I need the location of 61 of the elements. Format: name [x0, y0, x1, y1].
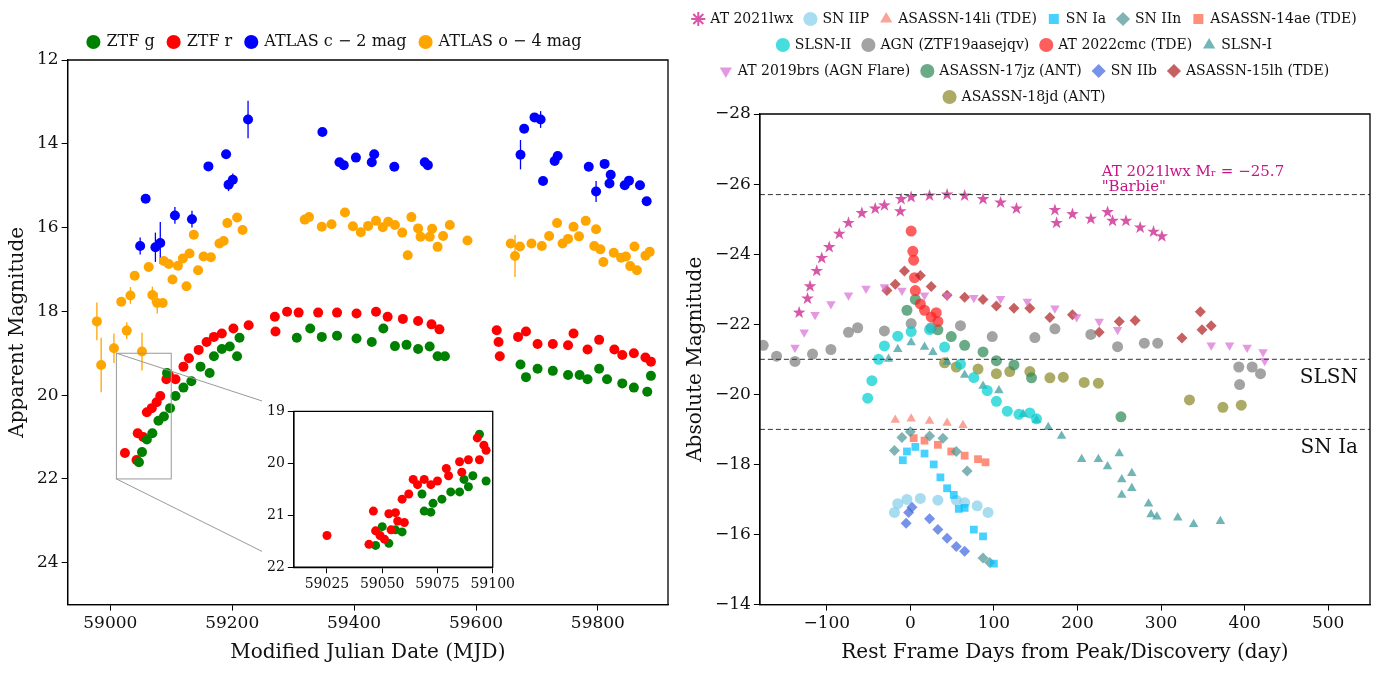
x-tick-label: 59075 [415, 575, 460, 592]
x-tick-label: 59800 [570, 612, 625, 633]
y-tick-label: −16 [714, 522, 751, 543]
legend-label: ASASSN-17jz (ANT) [938, 61, 1082, 78]
y-tick-label: 20 [36, 383, 59, 404]
x-tick-label: 59200 [205, 612, 260, 633]
x-axis-title: Rest Frame Days from Peak/Discovery (day) [841, 639, 1289, 664]
legend-label: ZTF r [186, 31, 233, 51]
legend-label: ATLAS o − 4 mag [437, 31, 582, 51]
y-tick-label: 24 [36, 551, 59, 572]
annotation: AT 2021lwx Mᵣ = −25.7 "Barbie" [1100, 161, 1285, 195]
x-tick-label: 59000 [83, 612, 138, 633]
legend-label: ASASSN-14li (TDE) [897, 9, 1037, 26]
legend-label: SLSN-II [794, 35, 852, 52]
legend-label: SN Ia [1065, 9, 1107, 26]
y-axis-title: Absolute Magnitude [682, 256, 707, 463]
x-tick-label: 59050 [359, 575, 405, 592]
x-tick-label: −100 [803, 612, 851, 633]
y-tick-label: −22 [714, 312, 751, 333]
y-tick-label: 16 [36, 215, 59, 236]
ref-line-label: SN Ia [1300, 433, 1359, 458]
x-tick-label: 59025 [304, 575, 350, 592]
legend-label: ZTF g [106, 31, 155, 51]
x-tick-label: 400 [1228, 612, 1261, 633]
legend-label: AT 2019brs (AGN Flare) [736, 61, 911, 78]
x-tick-label: 59100 [470, 575, 516, 592]
legend-label: AT 2021lwx [709, 9, 794, 26]
legend-label: AGN (ZTF19aasejqv) [879, 35, 1030, 52]
y-tick-label: 19 [266, 402, 285, 419]
y-tick-label: −26 [714, 172, 751, 193]
y-tick-label: 20 [266, 453, 285, 470]
y-tick-label: 21 [266, 505, 285, 522]
legend-label: AT 2022cmc (TDE) [1057, 35, 1193, 52]
legend-label: ATLAS c − 2 mag [263, 31, 407, 51]
y-tick-label: 12 [36, 48, 59, 69]
legend-label: SN IIb [1110, 61, 1158, 78]
y-tick-label: −18 [714, 452, 751, 473]
legend-label: SN IIn [1135, 9, 1182, 26]
y-tick-label: 22 [266, 557, 285, 574]
x-tick-label: 200 [1061, 612, 1094, 633]
legend-label: ASASSN-18jd (ANT) [960, 87, 1106, 104]
y-tick-label: 22 [36, 467, 59, 488]
x-tick-label: 100 [977, 612, 1011, 633]
x-tick-label: 59400 [327, 612, 382, 633]
legend-label: SLSN-I [1221, 35, 1273, 52]
y-tick-label: −14 [714, 593, 751, 614]
y-tick-label: −28 [714, 102, 751, 123]
y-tick-label: 14 [36, 132, 59, 153]
x-tick-label: 500 [1311, 612, 1345, 633]
y-axis-title: Apparent Magnitude [4, 226, 29, 439]
x-axis-title: Modified Julian Date (MJD) [230, 639, 506, 664]
y-tick-label: −20 [714, 382, 751, 403]
legend-label: ASASSN-14ae (TDE) [1209, 9, 1357, 26]
legend-label: SN IIP [822, 9, 870, 26]
y-tick-label: 18 [36, 299, 59, 320]
legend-label: ASASSN-15lh (TDE) [1184, 61, 1330, 78]
x-tick-label: 0 [904, 612, 916, 633]
ref-line-label: SLSN [1299, 363, 1358, 388]
y-tick-label: −24 [714, 242, 751, 263]
x-tick-label: 300 [1144, 612, 1178, 633]
x-tick-label: 59600 [448, 612, 504, 633]
